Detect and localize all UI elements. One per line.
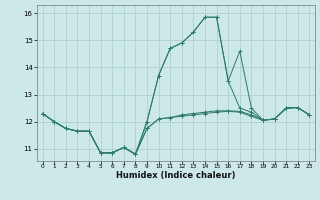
X-axis label: Humidex (Indice chaleur): Humidex (Indice chaleur) <box>116 171 236 180</box>
